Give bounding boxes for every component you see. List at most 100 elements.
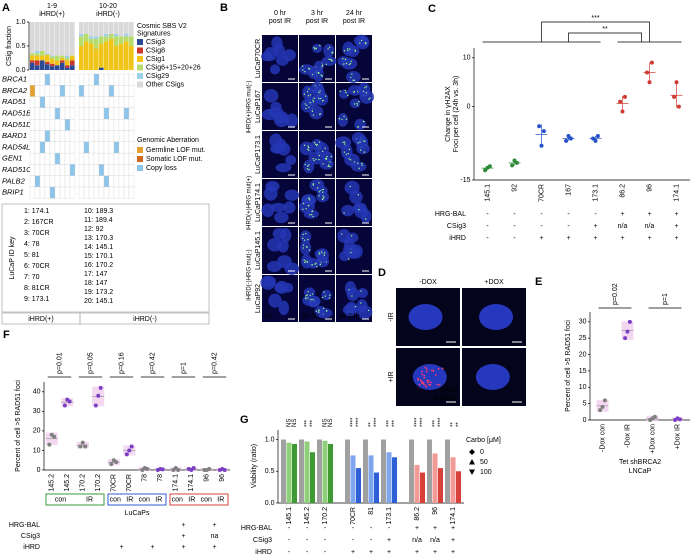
- focus: [422, 381, 425, 384]
- nucleus: [357, 82, 371, 97]
- x-tick-label: 78: [142, 474, 149, 482]
- bar-segment: [40, 55, 45, 61]
- row-value: -: [306, 537, 309, 544]
- y-tick-label: 10: [33, 447, 41, 454]
- key-entry: 7: 70: [24, 274, 40, 281]
- focus: [331, 52, 333, 54]
- aberration-cell: [88, 152, 95, 165]
- bar: [363, 439, 368, 503]
- legend-label: 50: [480, 459, 488, 466]
- legend-label: 0: [480, 449, 484, 456]
- panel-letter: B: [220, 2, 228, 14]
- y-axis-label: Change in γH2AX: [445, 86, 452, 142]
- bar-segment: [94, 22, 99, 37]
- bar-segment: [50, 56, 55, 59]
- focus: [307, 95, 310, 97]
- focus: [312, 184, 315, 186]
- nucleus: [302, 85, 313, 100]
- focus: [308, 146, 310, 149]
- data-point: [623, 336, 628, 341]
- focus: [318, 141, 320, 143]
- focus: [315, 47, 317, 49]
- focus: [308, 197, 310, 199]
- row-value: +: [647, 235, 651, 242]
- nucleus: [285, 113, 298, 128]
- focus: [417, 378, 419, 380]
- row-value: -: [540, 211, 543, 218]
- data-point: [487, 164, 492, 169]
- focus: [342, 141, 344, 143]
- panel-letter: F: [3, 329, 10, 341]
- data-point: [191, 466, 196, 471]
- key-entry: 2: 167CR: [24, 219, 54, 226]
- column-header: -DOX: [419, 279, 437, 286]
- x-tick-label: 174.1: [173, 474, 180, 492]
- aberration-cell: [108, 96, 115, 109]
- focus: [348, 63, 350, 66]
- focus: [326, 310, 328, 312]
- aberration-cell: [59, 107, 66, 120]
- bar-segment: [35, 60, 40, 66]
- row-value: +: [212, 522, 216, 529]
- aberration-cell: [98, 85, 105, 97]
- focus: [350, 60, 352, 63]
- bar-segment: [50, 55, 55, 57]
- aberration-cell: [113, 164, 120, 176]
- row-value: +: [451, 525, 455, 532]
- aberration-cell: [113, 152, 120, 165]
- nucleus: [340, 144, 353, 160]
- focus: [308, 168, 310, 171]
- focus: [339, 90, 341, 92]
- y-tick-label: 10: [463, 55, 471, 62]
- aberration-cell: [64, 96, 71, 109]
- aberration-cell: [108, 73, 115, 86]
- focus: [323, 252, 326, 254]
- significance: ***: [305, 419, 311, 427]
- row-value: +: [674, 223, 678, 230]
- row-value: +: [433, 549, 437, 556]
- aberration-cell: [54, 164, 61, 176]
- aberration-cell: [59, 175, 66, 188]
- legend-label: CSig3: [146, 39, 165, 46]
- focus: [320, 251, 323, 253]
- x-tick-label: 173.1: [592, 184, 599, 202]
- row-value: -: [288, 525, 291, 532]
- focus: [343, 212, 345, 214]
- focus: [345, 91, 347, 94]
- data-point: [593, 138, 598, 143]
- data-point: [595, 134, 600, 138]
- row-value: -: [288, 537, 291, 544]
- aberration-cell: [69, 186, 76, 199]
- nucleus: [316, 248, 329, 263]
- legend-label: CSig8: [146, 47, 165, 54]
- legend-marker: [469, 449, 475, 455]
- legend-swatch: [137, 47, 143, 54]
- aberration-cell: [128, 96, 135, 109]
- focus: [322, 307, 325, 309]
- row-value: -: [567, 223, 570, 230]
- row-label: HRG-BAL: [241, 525, 272, 532]
- y-tick-label: 0.5: [265, 468, 275, 475]
- y-tick-label: 20: [33, 428, 41, 435]
- focus: [318, 191, 321, 193]
- nucleus: [475, 364, 510, 390]
- row-value: +: [433, 525, 437, 532]
- bar-segment: [65, 60, 70, 66]
- aberration-cell: [39, 152, 46, 165]
- focus: [321, 296, 324, 299]
- bar-segment: [30, 62, 35, 70]
- data-point: [47, 442, 52, 447]
- x-tick-label: 70CR: [126, 474, 133, 492]
- y-tick-label: 5: [583, 400, 587, 407]
- bar-segment: [60, 60, 65, 63]
- caption: Ct: [265, 313, 272, 320]
- column-header: post IR: [306, 18, 328, 25]
- focus: [438, 383, 441, 386]
- aberration-cell: [108, 186, 115, 199]
- aberration-cell: [64, 85, 71, 97]
- data-point: [647, 80, 652, 85]
- y-tick-label: 0.5: [16, 43, 26, 50]
- aberration-cell: [123, 73, 130, 86]
- focus: [365, 43, 367, 45]
- focus: [331, 60, 333, 62]
